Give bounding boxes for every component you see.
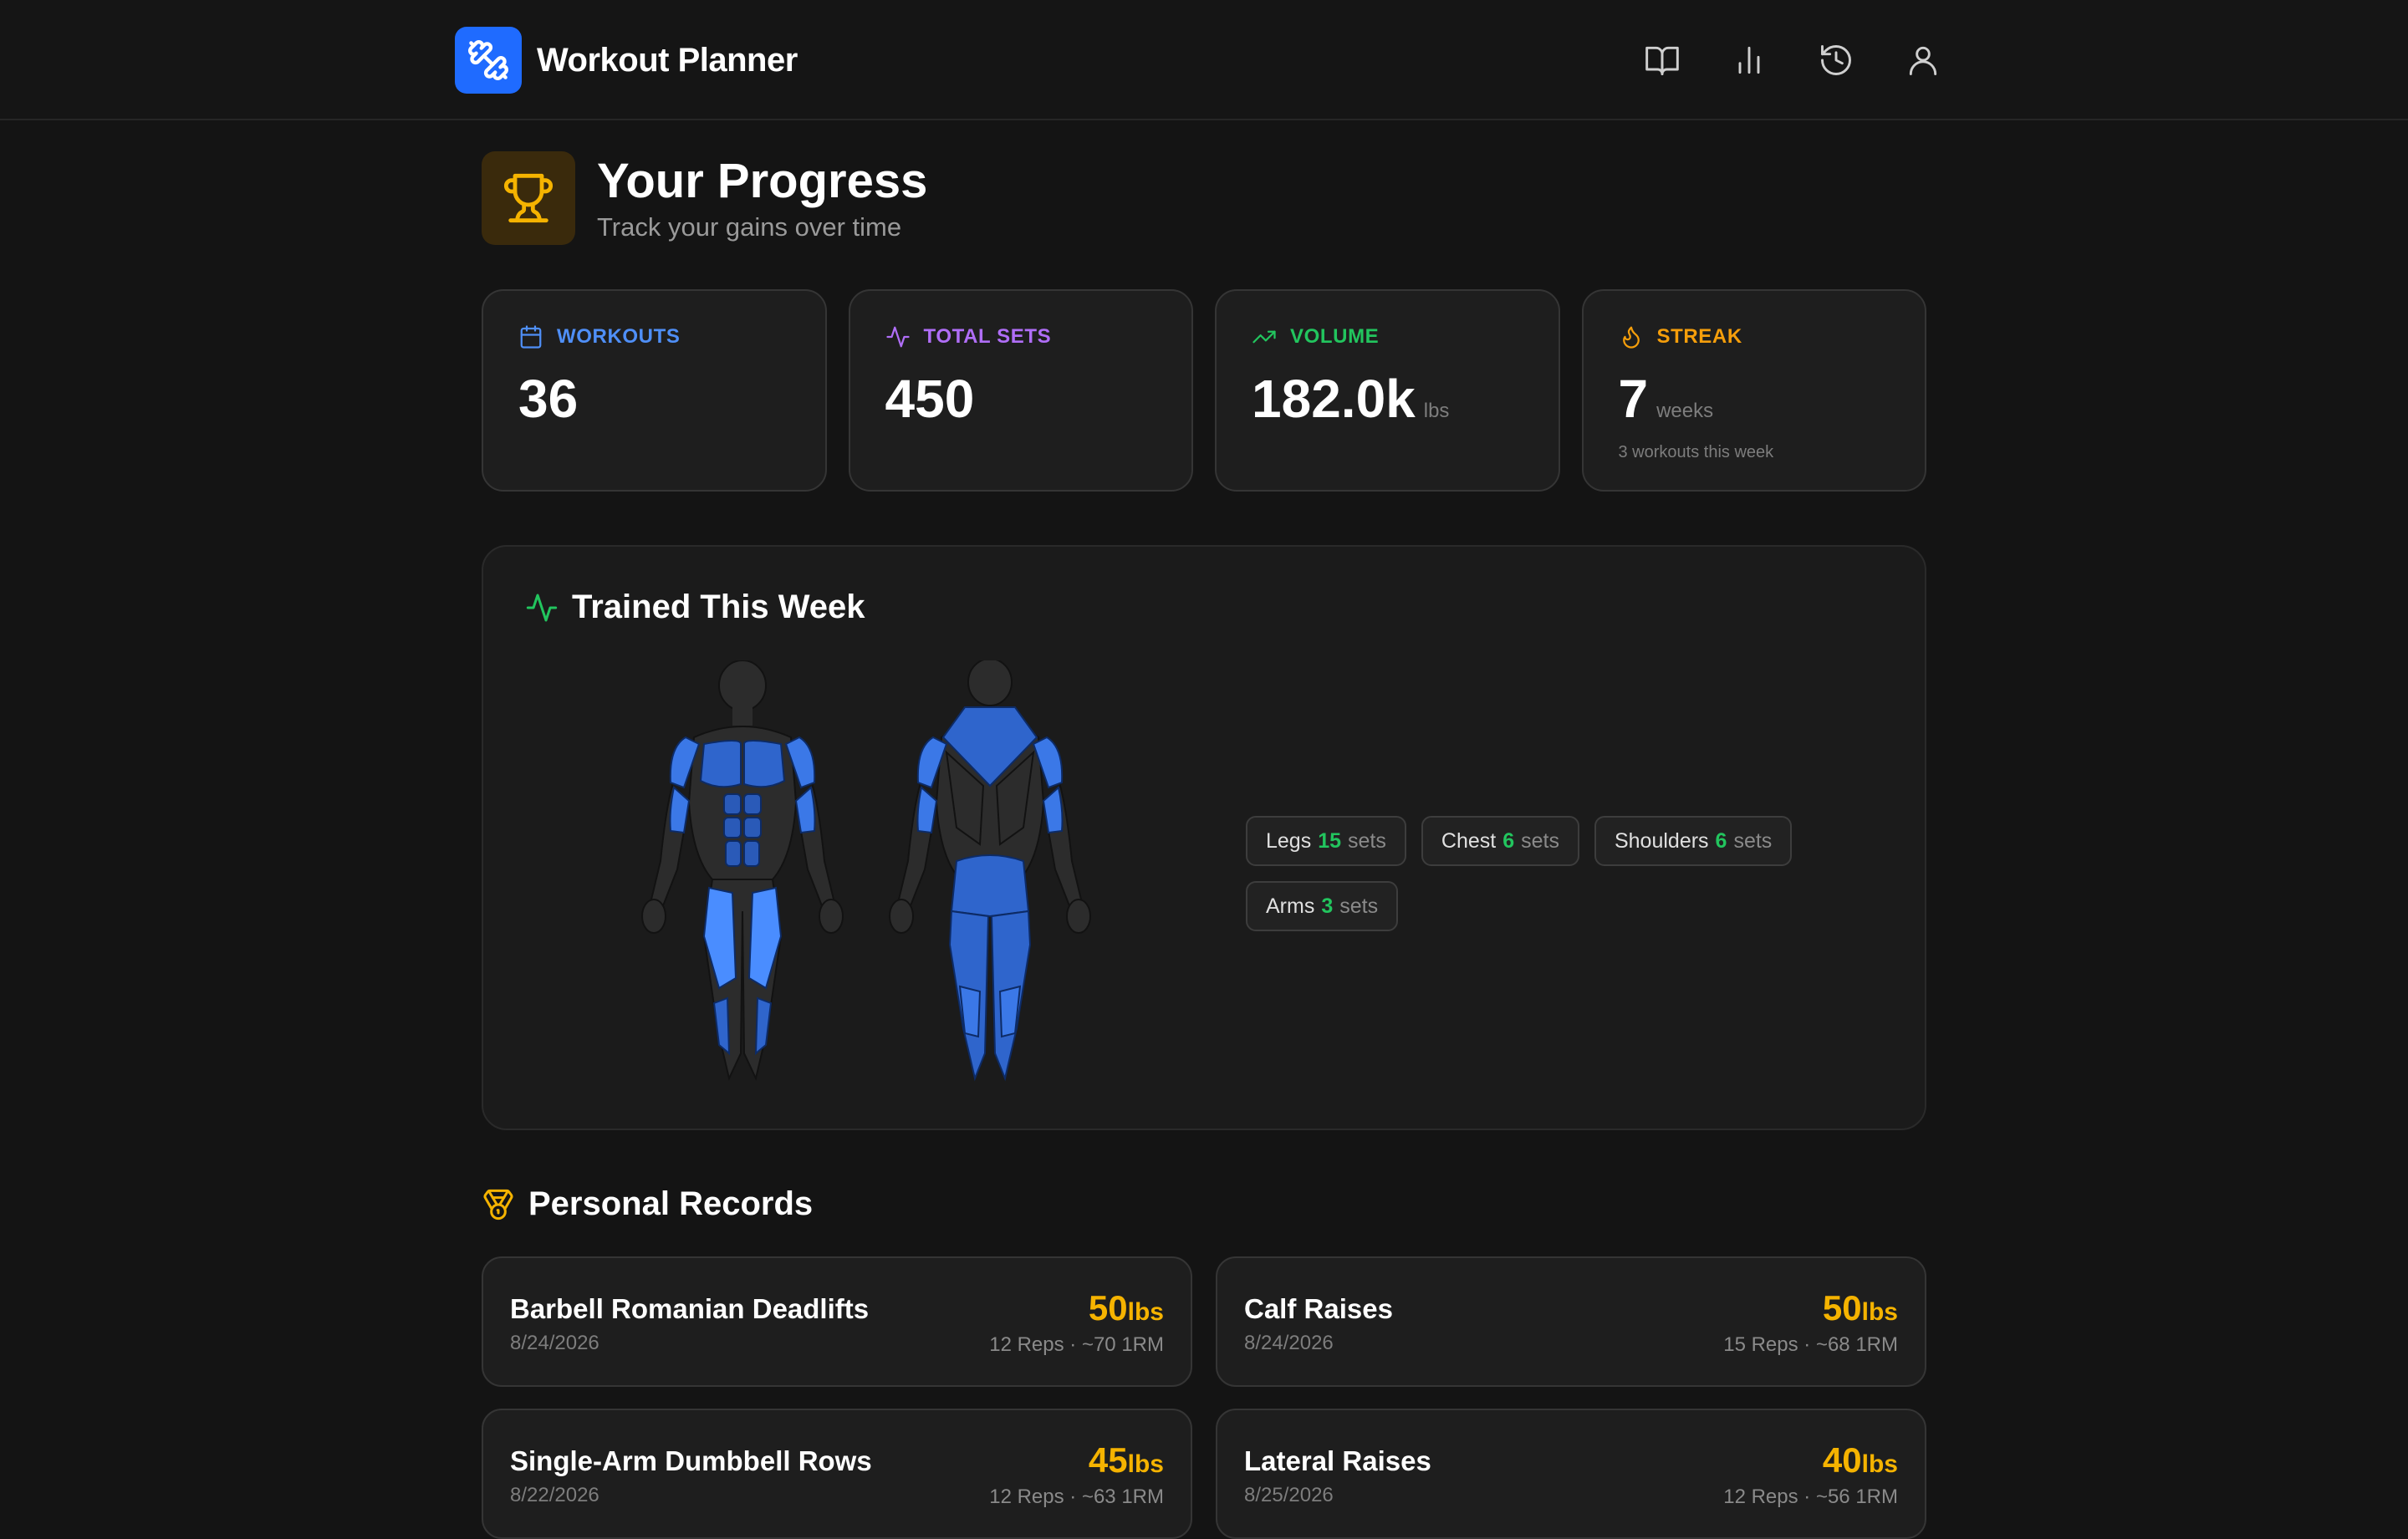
activity-icon (885, 326, 910, 348)
muscle-map (641, 660, 1091, 1082)
medal-icon (483, 1189, 513, 1220)
record-meta: 12 Reps · ~56 1RM (1723, 1485, 1898, 1508)
top-bar: Workout Planner (0, 0, 2408, 120)
record-card[interactable]: Single-Arm Dumbbell Rows 8/22/2026 45lbs… (482, 1409, 1192, 1539)
body-front (641, 660, 844, 1082)
muscle-chip-arms: Arms 3 sets (1246, 881, 1399, 931)
chest-left (699, 740, 742, 788)
history-icon[interactable] (1813, 37, 1860, 84)
record-meta: 12 Reps · ~63 1RM (989, 1485, 1164, 1508)
muscle-chips: Legs 15 sets Chest 6 sets Shoulders 6 sets Arm… (1246, 816, 1831, 931)
activity-icon (526, 594, 558, 621)
stat-value: 450 (885, 369, 975, 429)
stat-note: 3 workouts this week (1618, 443, 1774, 461)
record-weight: 50lbs (1088, 1288, 1164, 1328)
record-date: 8/24/2026 (1244, 1332, 1334, 1354)
panel-title: Trained This Week (572, 589, 865, 625)
rear-delt-right (1032, 736, 1064, 789)
record-date: 8/22/2026 (510, 1484, 599, 1506)
calves-left (958, 985, 982, 1038)
record-date: 8/25/2026 (1244, 1484, 1334, 1506)
record-exercise: Lateral Raises (1244, 1445, 1431, 1476)
muscle-chip-legs: Legs 15 sets (1246, 816, 1406, 866)
record-weight: 45lbs (1088, 1440, 1164, 1480)
record-weight: 50lbs (1822, 1288, 1898, 1328)
dumbbell-icon (455, 27, 522, 94)
stat-unit: lbs (1423, 400, 1450, 422)
stat-card-workouts: WORKOUTS 36 (482, 289, 827, 492)
stat-value: 36 (518, 369, 579, 429)
library-icon[interactable] (1639, 37, 1686, 84)
chest-right (743, 740, 786, 788)
record-card[interactable]: Barbell Romanian Deadlifts 8/24/2026 50l… (482, 1256, 1192, 1387)
record-exercise: Barbell Romanian Deadlifts (510, 1293, 870, 1324)
record-exercise: Single-Arm Dumbbell Rows (510, 1445, 872, 1476)
stat-card-total-sets: TOTAL SETS 450 (848, 289, 1193, 492)
section-title: Personal Records (528, 1185, 814, 1222)
stats-icon[interactable] (1726, 37, 1773, 84)
biceps-right (794, 786, 816, 834)
biceps-left (669, 786, 691, 834)
trophy-icon (482, 151, 575, 245)
record-meta: 12 Reps · ~70 1RM (989, 1333, 1164, 1356)
trained-this-week-panel: Trained This Week (482, 545, 1926, 1130)
stat-label: STREAK (1656, 325, 1742, 348)
front-shoulder-right (784, 736, 816, 789)
muscle-chip-chest: Chest 6 sets (1421, 816, 1579, 866)
personal-records-header: Personal Records (482, 1185, 1926, 1223)
muscle-chip-shoulders: Shoulders 6 sets (1594, 816, 1793, 866)
body-back (889, 660, 1091, 1082)
abs (723, 793, 762, 867)
trending-up-icon (1252, 330, 1276, 344)
record-exercise: Calf Raises (1244, 1293, 1393, 1324)
page-title: Your Progress (597, 154, 928, 208)
calves-right (998, 985, 1022, 1038)
profile-icon[interactable] (1900, 37, 1946, 84)
main-content: Your Progress Track your gains over time… (482, 150, 1926, 1539)
record-card[interactable]: Lateral Raises 8/25/2026 40lbs 12 Reps ·… (1216, 1409, 1926, 1539)
record-card[interactable]: Calf Raises 8/24/2026 50lbs 15 Reps · ~6… (1216, 1256, 1926, 1387)
stat-label: TOTAL SETS (923, 325, 1052, 348)
triceps-left (916, 786, 938, 834)
app-title: Workout Planner (537, 41, 798, 79)
page-header: Your Progress Track your gains over time (482, 150, 1926, 246)
page-subtitle: Track your gains over time (597, 212, 902, 242)
rear-delt-left (916, 736, 948, 789)
stat-unit: weeks (1656, 400, 1714, 422)
record-weight: 40lbs (1822, 1440, 1898, 1480)
stat-card-volume: VOLUME 182.0k lbs (1215, 289, 1560, 492)
traps (941, 706, 1038, 787)
records-grid: Barbell Romanian Deadlifts 8/24/2026 50l… (482, 1256, 1926, 1539)
record-meta: 15 Reps · ~68 1RM (1723, 1333, 1898, 1356)
stat-value: 7 (1618, 369, 1649, 429)
stat-card-streak: STREAK 7 weeks 3 workouts this week (1581, 289, 1926, 492)
top-nav (1639, 37, 1946, 84)
quads-right (747, 886, 783, 990)
record-date: 8/24/2026 (510, 1332, 599, 1354)
front-shoulder-left (669, 736, 701, 789)
glutes (950, 854, 1030, 918)
triceps-right (1042, 786, 1064, 834)
stat-label: WORKOUTS (557, 325, 681, 348)
calendar-icon (520, 325, 542, 349)
brand[interactable]: Workout Planner (455, 27, 798, 94)
stats-row: WORKOUTS 36 TOTAL SETS 450 VOLUME 182.0k… (482, 289, 1926, 492)
stat-value: 182.0k (1252, 369, 1416, 429)
quads-left (702, 886, 737, 990)
stat-label: VOLUME (1290, 325, 1380, 348)
flame-icon (1622, 326, 1640, 349)
